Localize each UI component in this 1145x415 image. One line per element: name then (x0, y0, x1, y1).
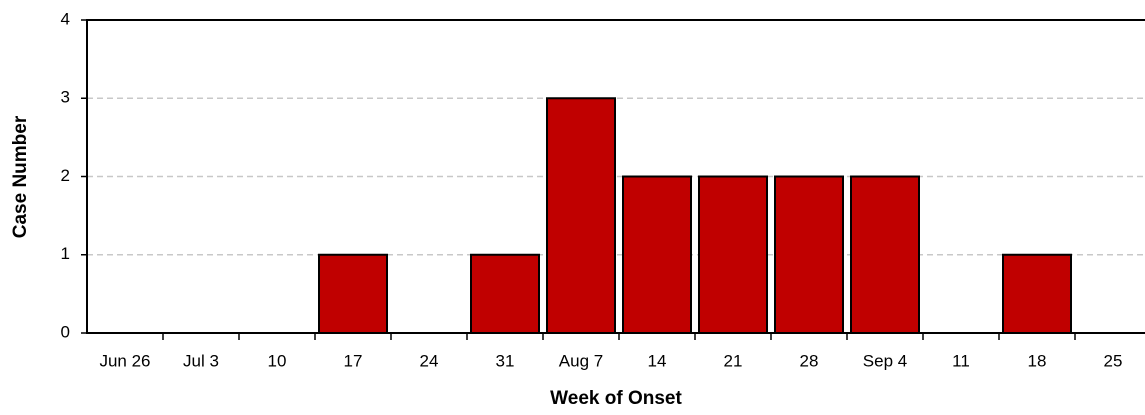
x-tick-label: 11 (952, 351, 970, 370)
x-tick-label: Sep 4 (863, 351, 907, 370)
x-tick-label: Jun 26 (99, 351, 150, 370)
x-tick-label: Aug 7 (559, 351, 603, 370)
bar (546, 97, 616, 334)
y-axis-title: Case Number (10, 115, 31, 238)
bar (318, 253, 388, 334)
x-tick-label: 28 (800, 351, 819, 370)
y-tick-label: 3 (61, 88, 70, 107)
y-tick-label: 0 (61, 322, 70, 341)
x-tick-label: 17 (344, 351, 363, 370)
y-tick-label: 2 (61, 166, 70, 185)
x-tick-label: 21 (724, 351, 743, 370)
y-tick-label: 4 (61, 9, 70, 28)
x-tick-label: Jul 3 (183, 351, 219, 370)
y-tick-label: 1 (61, 244, 70, 263)
bar (850, 175, 920, 334)
x-tick-label: 14 (648, 351, 667, 370)
bar (622, 175, 692, 334)
x-tick-label: 24 (420, 351, 439, 370)
bar (470, 253, 540, 334)
plot-frame (86, 19, 1145, 334)
bar (1002, 253, 1072, 334)
x-tick-label: 25 (1104, 351, 1123, 370)
x-axis-title: Week of Onset (550, 388, 682, 409)
x-tick-label: 18 (1028, 351, 1047, 370)
bar (774, 175, 844, 334)
x-tick-label: 10 (268, 351, 287, 370)
x-tick-label: 31 (496, 351, 515, 370)
bar (698, 175, 768, 334)
